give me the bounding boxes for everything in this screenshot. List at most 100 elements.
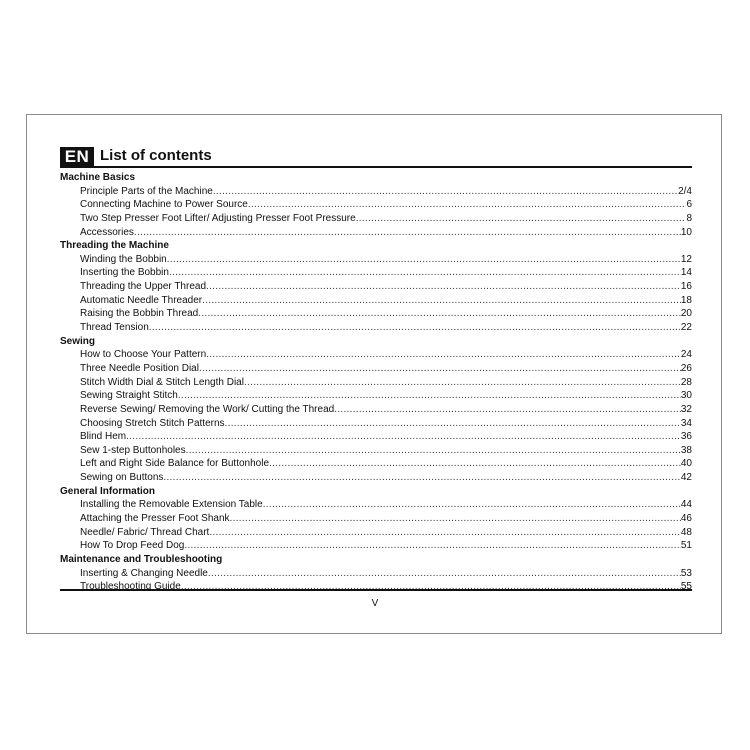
toc-entry-page: 38 — [680, 444, 692, 456]
toc-entry-label: Stitch Width Dial & Stitch Length Dial — [80, 376, 244, 388]
toc-entry-page: 18 — [680, 294, 692, 306]
toc-entry-label: Attaching the Presser Foot Shank — [80, 513, 230, 525]
toc-entry-page: 10 — [680, 226, 692, 238]
table-of-contents: Machine Basics Principle Parts of the Mac… — [60, 171, 692, 594]
toc-entry-page: 16 — [680, 281, 692, 293]
dot-leader — [167, 253, 681, 267]
toc-entry-page: 36 — [680, 431, 692, 443]
toc-entry[interactable]: Needle/ Fabric/ Thread Chart 48 — [60, 526, 692, 540]
toc-entry-page: 48 — [680, 526, 692, 538]
toc-entry-label: Installing the Removable Extension Table — [80, 499, 263, 511]
toc-entry[interactable]: Three Needle Position Dial 26 — [60, 362, 692, 376]
toc-entry[interactable]: Stitch Width Dial & Stitch Length Dial 28 — [60, 376, 692, 390]
toc-section-heading: Threading the Machine — [60, 240, 169, 252]
toc-entry-label: Needle/ Fabric/ Thread Chart — [80, 526, 210, 538]
toc-entry-page: 42 — [680, 472, 692, 484]
toc-entry[interactable]: Thread Tension 22 — [60, 321, 692, 335]
toc-entry-label: Accessories — [80, 226, 134, 238]
toc-entry-page: 30 — [680, 390, 692, 402]
toc-entry-page: 22 — [680, 322, 692, 334]
contents-header: EN List of contents — [60, 146, 692, 168]
toc-entry-label: Three Needle Position Dial — [80, 362, 199, 374]
toc-entry[interactable]: Reverse Sewing/ Removing the Work/ Cutti… — [60, 403, 692, 417]
toc-entry-label: How To Drop Feed Dog — [80, 540, 185, 552]
toc-entry-label: Automatic Needle Threader — [80, 294, 203, 306]
toc-entry-page: 46 — [680, 513, 692, 525]
toc-entry[interactable]: How to Choose Your Pattern 24 — [60, 348, 692, 362]
toc-entry[interactable]: Winding the Bobbin 12 — [60, 253, 692, 267]
dot-leader — [126, 430, 681, 444]
toc-entry[interactable]: Sewing Straight Stitch 30 — [60, 389, 692, 403]
toc-entry-label: Two Step Presser Foot Lifter/ Adjusting … — [80, 212, 356, 224]
dot-leader — [263, 498, 681, 512]
toc-entry[interactable]: Principle Parts of the Machine 2/4 — [60, 185, 692, 199]
dot-leader — [134, 226, 681, 240]
dot-leader — [334, 403, 681, 417]
dot-leader — [149, 321, 681, 335]
toc-entry-label: Raising the Bobbin Thread — [80, 308, 199, 320]
toc-entry-label: Reverse Sewing/ Removing the Work/ Cutti… — [80, 403, 335, 415]
toc-entry-page: 26 — [680, 362, 692, 374]
dot-leader — [269, 457, 681, 471]
page-number: V — [371, 598, 379, 609]
dot-leader — [225, 417, 681, 431]
toc-entry-page: 40 — [680, 458, 692, 470]
toc-entry-label: Connecting Machine to Power Source — [80, 199, 248, 211]
toc-entry-label: Sewing Straight Stitch — [80, 390, 178, 402]
dot-leader — [178, 389, 681, 403]
toc-entry-label: How to Choose Your Pattern — [80, 349, 207, 361]
toc-entry-label: Principle Parts of the Machine — [80, 185, 213, 197]
toc-section-heading: Machine Basics — [60, 172, 136, 183]
dot-leader — [206, 280, 681, 294]
toc-entry[interactable]: Sew 1-step Buttonholes 38 — [60, 444, 692, 458]
toc-entry-page: 44 — [680, 499, 692, 511]
dot-leader — [169, 266, 681, 280]
toc-entry-page: 20 — [680, 308, 692, 320]
dot-leader — [198, 307, 681, 321]
toc-entry-page: 6 — [686, 199, 692, 211]
toc-entry[interactable]: Troubleshooting Guide 55 — [60, 580, 692, 594]
toc-entry-page: 2/4 — [678, 185, 692, 197]
toc-entry-page: 34 — [680, 417, 692, 429]
page-title: List of contents — [100, 147, 212, 164]
toc-entry[interactable]: Raising the Bobbin Thread 20 — [60, 307, 692, 321]
toc-entry[interactable]: Connecting Machine to Power Source 6 — [60, 198, 692, 212]
toc-entry-label: Left and Right Side Balance for Buttonho… — [80, 458, 270, 470]
dot-leader — [248, 198, 687, 212]
dot-leader — [213, 185, 678, 199]
dot-leader — [230, 512, 681, 526]
toc-entry[interactable]: Left and Right Side Balance for Buttonho… — [60, 457, 692, 471]
dot-leader — [356, 212, 687, 226]
toc-entry-label: Inserting the Bobbin — [80, 267, 169, 279]
toc-entry-label: Thread Tension — [80, 322, 149, 334]
toc-entry[interactable]: Automatic Needle Threader 18 — [60, 294, 692, 308]
toc-entry[interactable]: How To Drop Feed Dog 51 — [60, 539, 692, 553]
toc-entry-label: Choosing Stretch Stitch Patterns — [80, 417, 225, 429]
toc-entry[interactable]: Inserting & Changing Needle 53 — [60, 567, 692, 581]
toc-entry[interactable]: Accessories 10 — [60, 226, 692, 240]
dot-leader — [244, 376, 681, 390]
footer-divider — [60, 589, 692, 591]
toc-entry[interactable]: Sewing on Buttons 42 — [60, 471, 692, 485]
toc-entry[interactable]: Inserting the Bobbin 14 — [60, 266, 692, 280]
toc-entry-page: 14 — [680, 267, 692, 279]
toc-entry[interactable]: Installing the Removable Extension Table… — [60, 498, 692, 512]
language-badge: EN — [60, 147, 94, 166]
toc-section-heading: Sewing — [60, 335, 96, 347]
toc-entry[interactable]: Two Step Presser Foot Lifter/ Adjusting … — [60, 212, 692, 226]
dot-leader — [199, 362, 681, 376]
toc-entry[interactable]: Blind Hem 36 — [60, 430, 692, 444]
toc-entry[interactable]: Attaching the Presser Foot Shank 46 — [60, 512, 692, 526]
toc-entry-page: 32 — [680, 403, 692, 415]
dot-leader — [163, 471, 680, 485]
toc-entry[interactable]: Choosing Stretch Stitch Patterns 34 — [60, 417, 692, 431]
toc-entry[interactable]: Threading the Upper Thread 16 — [60, 280, 692, 294]
toc-entry-label: Sew 1-step Buttonholes — [80, 444, 186, 456]
toc-entry-label: Inserting & Changing Needle — [80, 567, 208, 579]
toc-entry-label: Troubleshooting Guide — [80, 581, 181, 593]
toc-entry-label: Threading the Upper Thread — [80, 281, 207, 293]
toc-entry-label: Sewing on Buttons — [80, 472, 164, 484]
toc-section-heading: Maintenance and Troubleshooting — [60, 553, 223, 565]
dot-leader — [186, 444, 681, 458]
toc-entry-page: 28 — [680, 376, 692, 388]
